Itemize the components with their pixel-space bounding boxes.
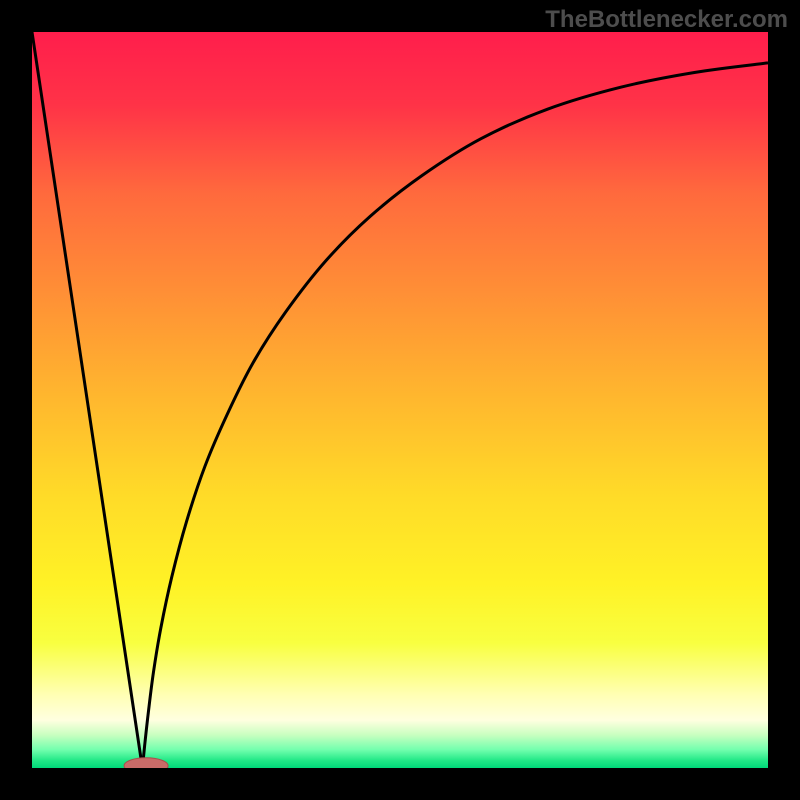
watermark-text: TheBottlenecker.com [545, 6, 788, 34]
bottleneck-chart [0, 0, 800, 800]
chart-container: { "chart": { "type": "line", "width": 80… [0, 0, 800, 800]
gradient-background [32, 32, 768, 768]
